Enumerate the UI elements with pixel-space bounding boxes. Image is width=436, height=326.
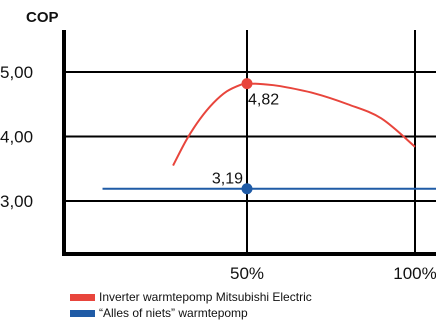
y-tick-label: 5,00 bbox=[0, 63, 33, 82]
data-point-0 bbox=[241, 78, 253, 90]
legend-swatch-inverter bbox=[70, 293, 95, 301]
grid bbox=[64, 30, 436, 254]
x-tick-label: 100% bbox=[393, 264, 436, 283]
points-layer: 4,82 3,19 bbox=[212, 78, 279, 195]
y-tick-label: 4,00 bbox=[0, 128, 33, 147]
legend-label-alles-of-niets: “Alles of niets” warmtepomp bbox=[99, 306, 248, 320]
legend-swatch-alles-of-niets bbox=[70, 309, 95, 317]
y-axis-title: COP bbox=[26, 9, 59, 26]
x-tick-label: 50% bbox=[230, 264, 264, 283]
axes: 3,00 4,00 5,00 50% 100% bbox=[0, 30, 436, 283]
legend-item-inverter: Inverter warmtepomp Mitsubishi Electric bbox=[70, 289, 312, 305]
legend-item-alles-of-niets: “Alles of niets” warmtepomp bbox=[70, 305, 312, 321]
y-tick-label: 3,00 bbox=[0, 192, 33, 211]
legend-label-inverter: Inverter warmtepomp Mitsubishi Electric bbox=[99, 290, 312, 304]
legend: Inverter warmtepomp Mitsubishi Electric … bbox=[70, 289, 312, 321]
data-label-0: 4,82 bbox=[248, 92, 279, 109]
data-point-1 bbox=[241, 183, 253, 195]
series-line-0 bbox=[172, 82, 416, 166]
data-label-1: 3,19 bbox=[212, 171, 243, 188]
chart: 3,00 4,00 5,00 50% 100% 4,82 3,19 COP bbox=[0, 9, 436, 283]
